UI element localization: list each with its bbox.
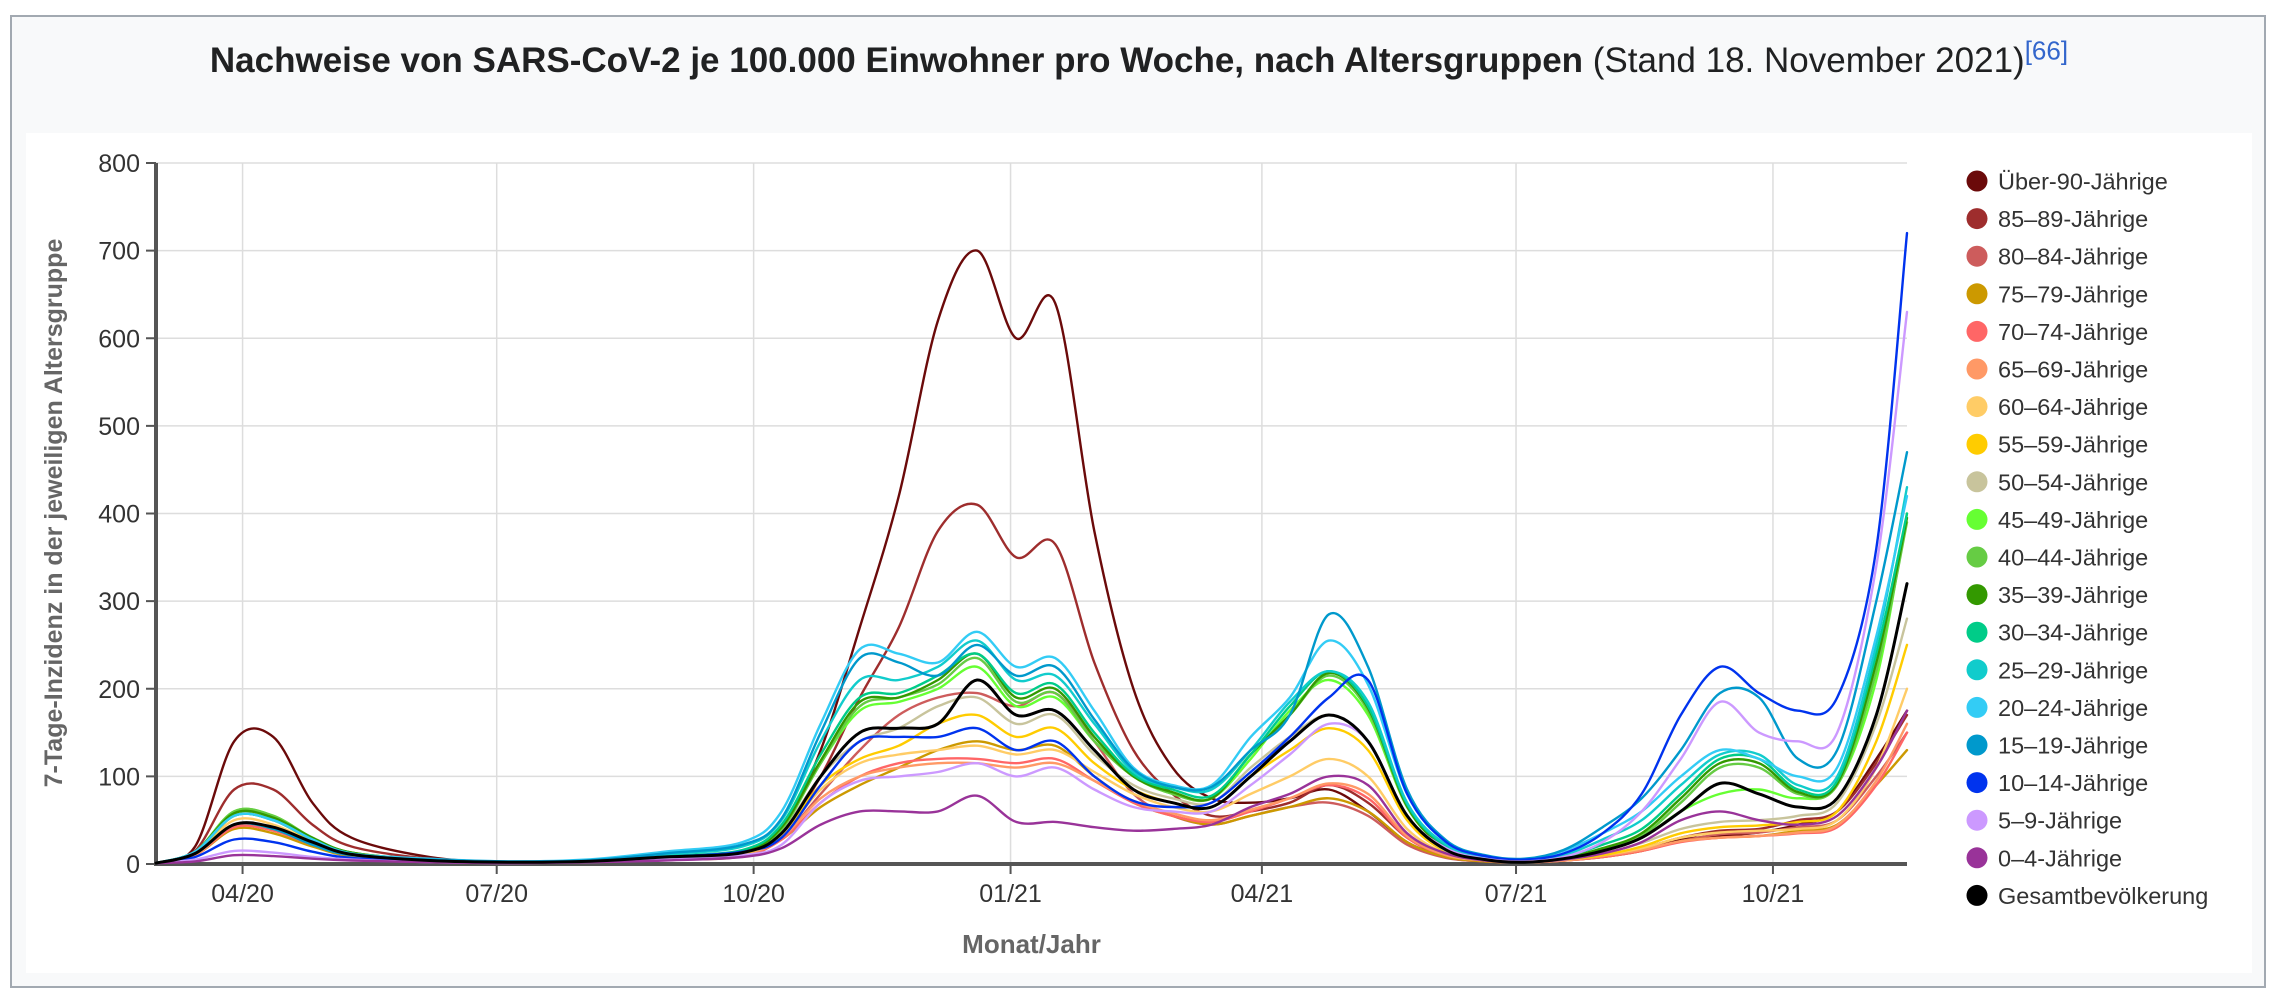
reference-link[interactable]: [66] [2024, 35, 2069, 66]
legend-label[interactable]: 85–89-Jährige [1998, 206, 2148, 232]
series-line [154, 521, 1909, 865]
legend-marker[interactable] [1966, 621, 1988, 643]
y-tick-label: 800 [98, 150, 140, 178]
legend-label[interactable]: 5–9-Jährige [1998, 808, 2122, 834]
x-tick-label: 01/21 [979, 880, 1042, 908]
y-tick-label: 100 [98, 763, 140, 791]
x-tick-label: 04/21 [1231, 880, 1294, 908]
x-tick-label: 07/20 [465, 880, 528, 908]
legend-marker[interactable] [1966, 696, 1988, 718]
legend-marker[interactable] [1966, 734, 1988, 756]
legend-marker[interactable] [1966, 208, 1988, 230]
legend-label[interactable]: 0–4-Jährige [1998, 845, 2122, 871]
x-tick-label: 10/20 [722, 880, 785, 908]
legend-marker[interactable] [1966, 508, 1988, 530]
legend-label[interactable]: 45–49-Jährige [1998, 507, 2148, 533]
y-axis-label: 7-Tage-Inzidenz in der jeweiligen Alters… [40, 239, 68, 788]
chart-title: Nachweise von SARS-CoV-2 je 100.000 Einw… [0, 37, 2278, 81]
series-line [154, 310, 1909, 865]
legend-marker[interactable] [1966, 358, 1988, 380]
title-sub: (Stand 18. November 2021) [1592, 41, 2025, 80]
legend-marker[interactable] [1966, 584, 1988, 606]
legend-label[interactable]: 60–64-Jährige [1998, 394, 2148, 420]
legend-label[interactable]: 50–54-Jährige [1998, 469, 2148, 495]
legend-marker[interactable] [1966, 245, 1988, 267]
legend-label[interactable]: 75–79-Jährige [1998, 281, 2148, 307]
plot-background [26, 133, 2252, 973]
y-tick-label: 700 [98, 238, 140, 266]
legend-label[interactable]: Über-90-Jährige [1998, 169, 2168, 195]
legend-marker[interactable] [1966, 433, 1988, 455]
y-tick-label: 600 [98, 325, 140, 353]
legend-label[interactable]: 25–29-Jährige [1998, 657, 2148, 683]
legend-label[interactable]: Gesamtbevölkerung [1998, 883, 2208, 909]
legend-label[interactable]: 30–34-Jährige [1998, 620, 2148, 646]
legend-marker[interactable] [1966, 659, 1988, 681]
legend-marker[interactable] [1966, 847, 1988, 869]
legend-label[interactable]: 10–14-Jährige [1998, 770, 2148, 796]
legend-label[interactable]: 80–84-Jährige [1998, 244, 2148, 270]
legend-marker[interactable] [1966, 809, 1988, 831]
x-axis-label: Monat/Jahr [962, 929, 1101, 959]
legend-marker[interactable] [1966, 772, 1988, 794]
legend-marker[interactable] [1966, 283, 1988, 305]
legend-label[interactable]: 40–44-Jährige [1998, 545, 2148, 571]
y-tick-label: 0 [126, 851, 140, 879]
legend-label[interactable]: 35–39-Jährige [1998, 582, 2148, 608]
legend-marker[interactable] [1966, 320, 1988, 342]
title-main: Nachweise von SARS-CoV-2 je 100.000 Einw… [209, 41, 1584, 80]
legend-label[interactable]: 55–59-Jährige [1998, 432, 2148, 458]
legend-label[interactable]: 15–19-Jährige [1998, 733, 2148, 759]
x-tick-label: 10/21 [1742, 880, 1805, 908]
x-tick-label: 04/20 [211, 880, 274, 908]
series-line [154, 249, 1909, 865]
legend-label[interactable]: 70–74-Jährige [1998, 319, 2148, 345]
series-line [154, 582, 1909, 865]
legend-label[interactable]: 20–24-Jährige [1998, 695, 2148, 721]
legend-marker[interactable] [1966, 884, 1988, 906]
legend-marker[interactable] [1966, 396, 1988, 418]
x-tick-label: 07/21 [1485, 880, 1548, 908]
legend-marker[interactable] [1966, 546, 1988, 568]
y-tick-label: 400 [98, 501, 140, 529]
y-tick-label: 300 [98, 588, 140, 616]
legend-marker[interactable] [1966, 170, 1988, 192]
y-tick-label: 200 [98, 676, 140, 704]
y-tick-label: 500 [98, 413, 140, 441]
legend-marker[interactable] [1966, 471, 1988, 493]
series-line [154, 231, 1909, 865]
legend-label[interactable]: 65–69-Jährige [1998, 357, 2148, 383]
